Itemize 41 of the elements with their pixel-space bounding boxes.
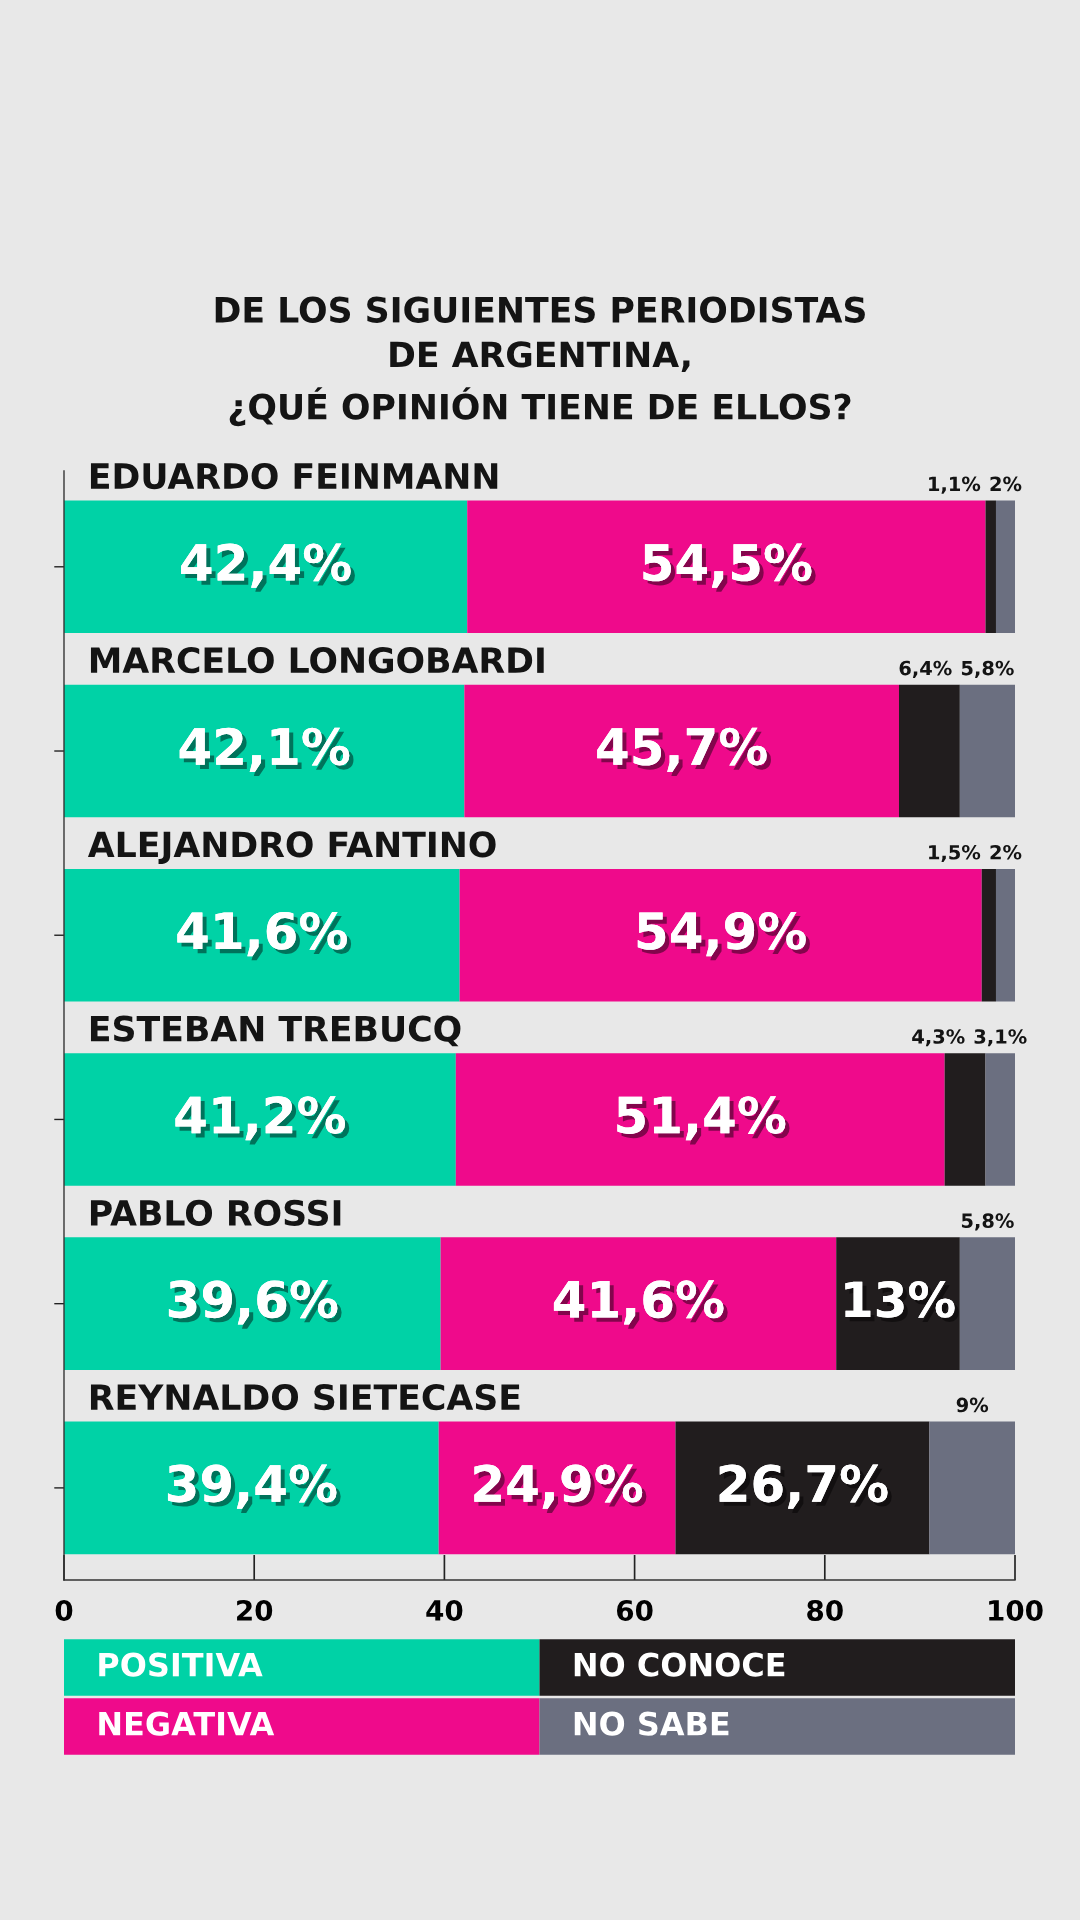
data-label: 5,8% bbox=[961, 1213, 1014, 1231]
chart-title: DE LOS SIGUIENTES PERIODISTAS DE ARGENTINA, ¿QUÉ OPINIÓN TIENE DE ELLOS? bbox=[215, 296, 865, 427]
y-tick-label: ALEJANDRO FANTINO bbox=[87, 831, 496, 865]
data-label: 42,1% bbox=[179, 727, 354, 777]
data-label: 39,4% bbox=[167, 1464, 341, 1513]
x-tick-label: 80 bbox=[807, 1599, 843, 1621]
data-label: 3,1% bbox=[974, 1029, 1027, 1047]
x-tick-label: 40 bbox=[426, 1599, 463, 1621]
data-label: 54,9% bbox=[637, 911, 810, 961]
data-label: 41,6% bbox=[553, 1280, 728, 1329]
data-label: 41,2% bbox=[175, 1096, 350, 1145]
data-label: 5,8% bbox=[961, 660, 1014, 678]
y-tick-label: MARCELO LONGOBARDI bbox=[90, 647, 544, 674]
x-tick-label: 60 bbox=[617, 1599, 653, 1621]
x-tick-label: 0 bbox=[55, 1599, 73, 1621]
data-label: 51,4% bbox=[617, 1096, 790, 1145]
text: NO SABE bbox=[574, 1711, 729, 1736]
x-tick-label: 100 bbox=[989, 1599, 1043, 1621]
data-label: 2% bbox=[990, 476, 1022, 492]
data-label: 41,6% bbox=[177, 911, 352, 961]
y-tick-label: ESTEBAN TREBUCQ bbox=[90, 1015, 461, 1047]
data-label: 2% bbox=[990, 844, 1022, 860]
data-label: 4,3% bbox=[912, 1029, 965, 1047]
y-tick-label: PABLO ROSSI bbox=[90, 1199, 341, 1227]
data-label: 42,4% bbox=[181, 543, 355, 592]
data-label: 6,4% bbox=[899, 660, 952, 678]
data-label: 13% bbox=[845, 1281, 959, 1322]
data-label: 45,7% bbox=[597, 727, 771, 777]
data-label: 26,7% bbox=[719, 1464, 892, 1513]
text: POSITIVA bbox=[99, 1652, 263, 1677]
data-label: 39,6% bbox=[168, 1280, 342, 1329]
data-label: 1,1% bbox=[929, 476, 981, 494]
text: NO CONOCE bbox=[574, 1652, 785, 1677]
data-label: 1,5% bbox=[929, 844, 981, 863]
data-label: 9% bbox=[956, 1397, 989, 1413]
text: NEGATIVA bbox=[99, 1711, 275, 1736]
data-label: 54,5% bbox=[643, 543, 816, 592]
x-tick-label: 20 bbox=[237, 1599, 273, 1621]
y-tick-label: REYNALDO SIETECASE bbox=[90, 1383, 520, 1411]
data-label: 24,9% bbox=[474, 1464, 647, 1513]
y-tick-label: EDUARDO FEINMANN bbox=[90, 462, 498, 490]
